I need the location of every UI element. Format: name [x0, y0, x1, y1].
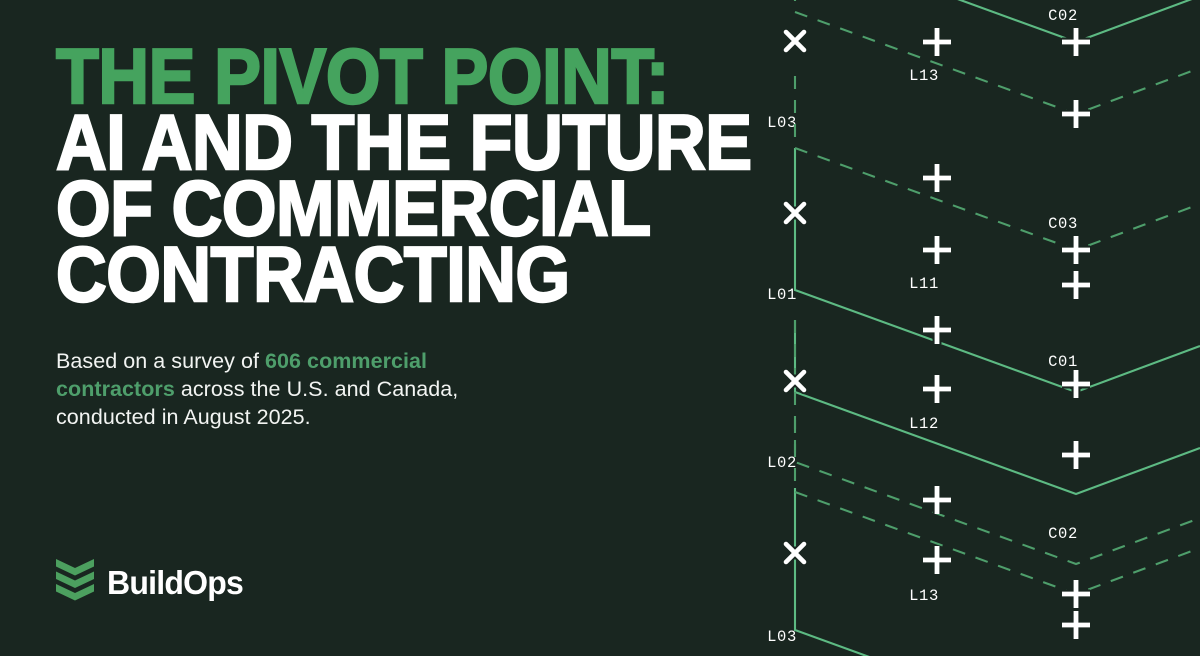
blueprint-band-0: L13 C02 L03 — [767, 0, 1200, 132]
blueprint-band-3: L13 C02 L03 — [767, 420, 1200, 656]
headline-line-4: CONTRACTING — [55, 229, 571, 318]
blueprint-label-col-3: C02 — [1048, 525, 1078, 543]
buildops-wordmark: BuildOps — [107, 564, 244, 601]
buildops-chevrons-icon — [56, 559, 94, 606]
blueprint-label-col-2: C01 — [1048, 353, 1078, 371]
headline-line-3: OF COMMERCIAL — [55, 163, 652, 252]
subtitle-part-1: Based on a survey of — [56, 348, 266, 373]
blueprint-band-1: L11 C03 L01 — [767, 76, 1200, 394]
blueprint-label-mid-1: L11 — [909, 275, 939, 293]
page-title: THE PIVOT POINT: AI AND THE FUTURE OF CO… — [55, 32, 753, 318]
headline-line-1: THE PIVOT POINT: — [55, 32, 671, 120]
blueprint-graphic: L13 C02 L03 L11 C03 L01 — [700, 0, 1200, 656]
blueprint-label-row-1: L01 — [767, 286, 797, 304]
subtitle-highlight: 606 commercial contractors — [56, 348, 428, 401]
blueprint-label-mid-0: L13 — [909, 67, 939, 85]
blueprint-label-mid-3: L13 — [909, 587, 939, 605]
blueprint-label-row-3: L03 — [767, 628, 797, 646]
blueprint-label-row-2: L02 — [767, 454, 797, 472]
blueprint-label-col-0: C02 — [1048, 7, 1078, 25]
blueprint-label-row-0: L03 — [767, 114, 797, 132]
buildops-logo[interactable]: BuildOps — [56, 559, 247, 606]
content-column: THE PIVOT POINT: AI AND THE FUTURE OF CO… — [55, 32, 753, 606]
blueprint-label-mid-2: L12 — [909, 415, 939, 433]
blueprint-label-col-1: C03 — [1048, 215, 1078, 233]
subtitle-part-2: across the U.S. and Canada, conducted in… — [56, 376, 459, 429]
blueprint-band-2: L12 C01 L02 — [767, 316, 1200, 566]
subtitle: Based on a survey of 606 commercial cont… — [56, 348, 526, 432]
